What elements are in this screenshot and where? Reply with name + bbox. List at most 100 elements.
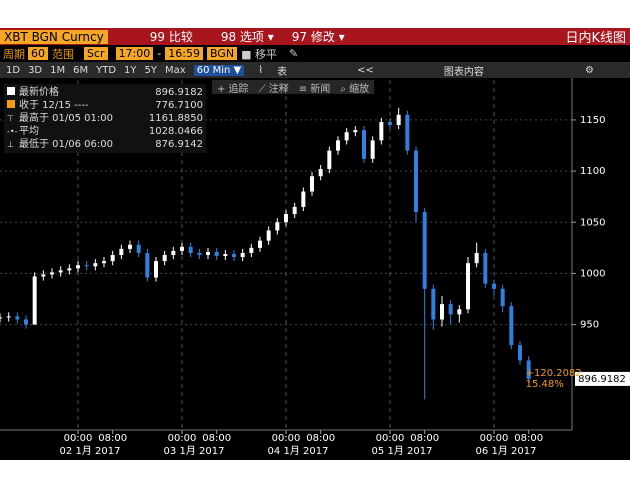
candle-body (102, 261, 106, 264)
legend-marker: ⊤ (7, 114, 14, 123)
candle-body (518, 345, 522, 361)
candle-body (526, 360, 531, 379)
title-bar: XBT BGN Curncy 99 比较 98 选项 ▾ 97 修改 ▾ 日内K… (0, 28, 630, 46)
y-tick-label: 1150 (580, 115, 605, 126)
candle-body (50, 272, 54, 275)
candle-body (136, 244, 141, 253)
settings-icon[interactable]: ⚙ (585, 64, 594, 76)
candle-body (41, 274, 46, 277)
legend-marker: -•- (7, 127, 18, 136)
period[interactable]: 3D (28, 64, 43, 76)
candle-body (301, 191, 306, 207)
x-tick-label: 08:00 (202, 433, 231, 444)
security: XBT BGN Curncy (0, 29, 108, 44)
field[interactable]: 17:00 (115, 47, 154, 60)
legend-value: 1161.8850 (148, 113, 203, 124)
y-tick-label: 950 (580, 320, 599, 331)
period[interactable]: 1M (50, 64, 66, 76)
candle-body (474, 252, 479, 264)
candle-body (258, 240, 262, 248)
candle-body (396, 114, 401, 126)
x-tick-label: 00:00 (168, 433, 197, 444)
button[interactable]: 97 修改 ▾ (291, 30, 345, 44)
period[interactable]: 1Y (124, 64, 137, 76)
candle-body (327, 150, 332, 170)
period-list: 1D 3D 1M 6M YTD 1Y 5Y Max (2, 65, 190, 76)
candle-body (93, 263, 98, 267)
button[interactable]: 99 比较 (149, 30, 193, 44)
candle-body (154, 261, 158, 278)
chart-contents[interactable]: 图表内容 (443, 66, 484, 78)
tool[interactable]: ⟋ 注释 (258, 83, 289, 95)
candle-body (76, 265, 80, 269)
collapse[interactable]: << (357, 64, 374, 76)
candle-body (214, 251, 219, 257)
candle-body (310, 176, 314, 192)
candle-body (188, 246, 193, 253)
candle-body (249, 247, 254, 253)
candle-body (67, 268, 72, 271)
candle-body (405, 114, 410, 151)
change: +120.2082 (526, 368, 582, 379)
interval[interactable]: 60 Min ▼ (193, 64, 245, 76)
field[interactable]: Scr (84, 47, 108, 60)
field[interactable]: 16:59 (165, 47, 203, 60)
candle-body (440, 304, 444, 320)
candle-body (483, 252, 488, 284)
tool[interactable]: ⌕ 缩放 (340, 83, 370, 95)
candle-body (32, 276, 37, 325)
period[interactable]: 1D (6, 64, 21, 76)
candle-body (318, 169, 323, 177)
candle-body (362, 130, 366, 159)
candle-body (379, 121, 384, 141)
field[interactable]: BGN (206, 47, 238, 60)
candle-body (414, 150, 418, 213)
settings-bar: 周期 60 范围 Scr 17:00 - 16:59 BGN ■ 移平 ✎ (0, 45, 630, 62)
legend-label: ⊤ 最高于 01/05 01:00 (7, 112, 113, 125)
legend-name: 最低于 01/06 06:00 (19, 139, 113, 150)
period-bar: 1D 3D 1M 6M YTD 1Y 5Y Max 60 Min ▼ ⌇ 表 << 图表内容 … (0, 62, 630, 78)
candle-body (500, 288, 505, 307)
period[interactable]: 5Y (144, 64, 158, 76)
candle-body (162, 255, 167, 262)
legend-row: 最新价格 896.9182 (7, 86, 203, 99)
view-title: 日内K线图 (565, 31, 626, 46)
period[interactable]: 6M (73, 64, 89, 76)
x-tick-label: 08:00 (98, 433, 127, 444)
legend-name: 最高于 01/05 01:00 (19, 113, 113, 124)
chart-icon[interactable]: ⌇ (258, 64, 264, 76)
candle-body (223, 253, 228, 257)
candle-body (275, 222, 280, 231)
candle-body (84, 265, 89, 267)
table[interactable]: 表 (277, 66, 288, 78)
legend-marker: ⊥ (7, 140, 14, 149)
legend-label: 收于 12/15 ---- (7, 99, 89, 112)
tool[interactable]: + 追踪 (217, 83, 249, 95)
candle-body (292, 206, 297, 215)
candle-body (119, 248, 124, 255)
candle-body (266, 230, 271, 241)
legend-marker (7, 87, 15, 95)
button[interactable]: 98 选项 ▾ (220, 30, 274, 44)
day-label: 03 1月 2017 (164, 445, 225, 457)
pen-icon[interactable]: ✎ (288, 47, 299, 60)
field[interactable]: 60 (28, 47, 48, 60)
candle-body (353, 130, 358, 133)
period[interactable]: Max (165, 64, 186, 76)
candle-body (58, 270, 63, 273)
legend-name: 最新价格 (19, 87, 59, 98)
x-tick-label: 08:00 (410, 433, 439, 444)
candle-body (466, 263, 470, 310)
candle-body (388, 121, 392, 126)
last-price-box (575, 371, 630, 386)
candle-body (110, 255, 115, 262)
toggle[interactable]: ■ 移平 (241, 47, 277, 61)
candle-body (232, 253, 236, 258)
period[interactable]: YTD (96, 64, 117, 76)
day-label: 05 1月 2017 (372, 445, 433, 457)
x-tick-label: 08:00 (514, 433, 543, 444)
y-tick-label: 1050 (580, 217, 605, 228)
tool[interactable]: ≡ 新闻 (298, 83, 331, 95)
candle-body (145, 252, 150, 278)
candle-body (431, 288, 436, 320)
